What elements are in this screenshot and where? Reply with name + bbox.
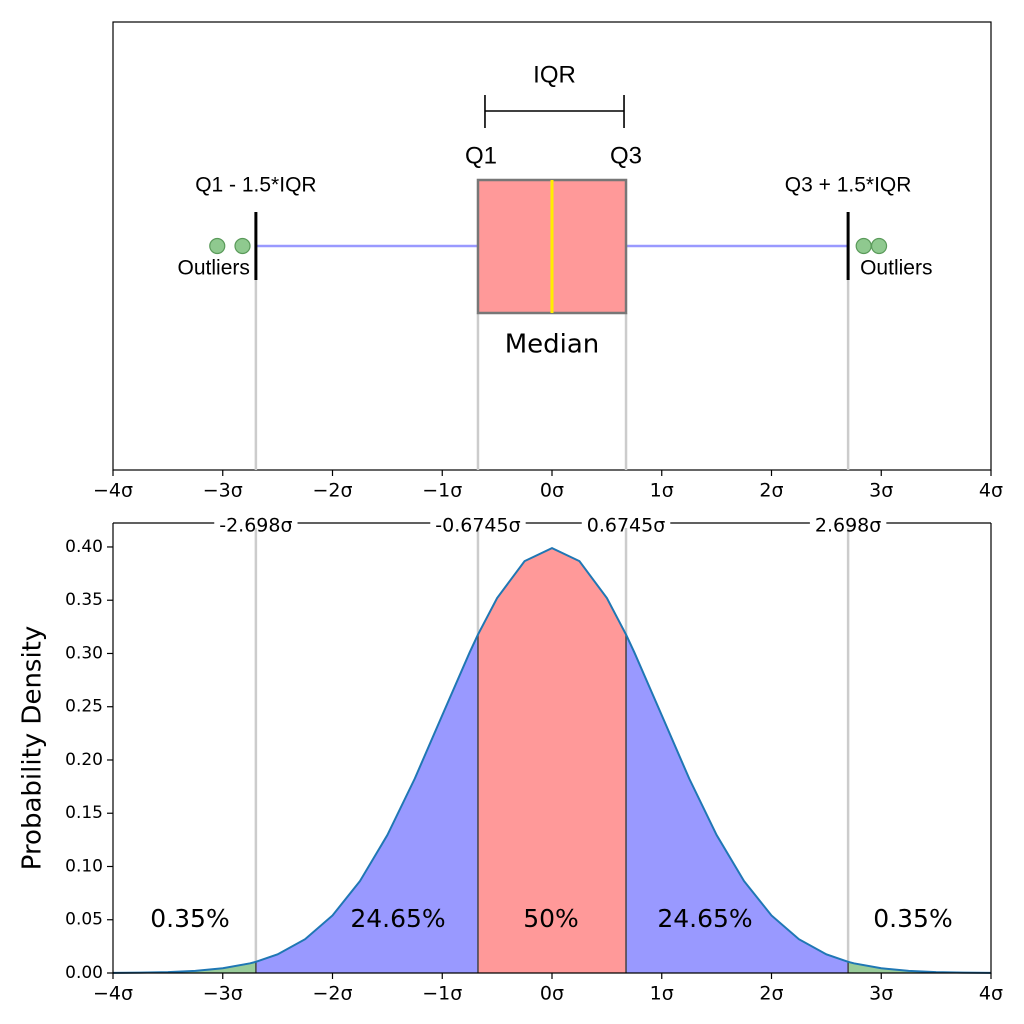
region [626, 634, 849, 973]
y-tick-label: 0.25 [65, 697, 103, 717]
label-background [430, 520, 526, 528]
x-tick-label: 4σ [979, 983, 1003, 1005]
region [255, 634, 478, 973]
region [113, 961, 256, 973]
x-tick-label: 0σ [540, 983, 564, 1005]
y-tick-label: 0.15 [65, 803, 103, 823]
y-axis-label: Probability Density [18, 626, 48, 871]
region-label: 24.65% [657, 904, 752, 933]
upper-fence-label: Q3 + 1.5*IQR [785, 174, 912, 197]
x-tick-label: 0σ [540, 480, 564, 502]
label-background [809, 520, 887, 528]
x-tick-label: 1σ [650, 983, 674, 1005]
x-tick-label: 2σ [759, 983, 783, 1005]
outlier [870, 237, 888, 255]
lower-fence-label: Q1 - 1.5*IQR [195, 174, 316, 197]
region-label: 24.65% [350, 904, 445, 933]
x-tick-label: −2σ [312, 983, 352, 1005]
outlier [209, 237, 226, 255]
x-tick-label: −2σ [312, 480, 352, 502]
x-tick-label: 4σ [979, 480, 1003, 502]
region-label: 0.35% [150, 904, 229, 933]
q1-label: Q1 [465, 142, 497, 169]
region [477, 548, 627, 973]
boundary-label: -0.6745σ [435, 515, 520, 537]
x-tick-label: 2σ [759, 480, 783, 502]
iqr-label: IQR [533, 61, 576, 88]
boundary-label: -2.698σ [219, 515, 292, 537]
y-tick-label: 0.30 [65, 643, 103, 663]
label-background [581, 520, 671, 528]
region [848, 961, 991, 973]
x-tick-label: −1σ [422, 983, 462, 1005]
y-tick-label: 0.40 [65, 537, 103, 557]
x-tick-label: 3σ [869, 983, 893, 1005]
outlier [855, 237, 872, 255]
outliers-label: Outliers [178, 257, 250, 280]
y-tick-label: 0.00 [65, 963, 103, 983]
outlier [234, 237, 251, 255]
q3-label: Q3 [610, 142, 642, 169]
x-tick-label: −3σ [203, 983, 243, 1005]
outliers-label: Outliers [860, 257, 932, 280]
y-tick-label: 0.20 [65, 750, 103, 770]
iqr-bracket [484, 95, 625, 128]
x-tick-label: −4σ [93, 480, 133, 502]
boundary-label: 2.698σ [815, 515, 881, 537]
x-tick-label: 1σ [650, 480, 674, 502]
x-tick-label: −3σ [203, 480, 243, 502]
boundary-label: 0.6745σ [587, 515, 666, 537]
label-background [214, 520, 298, 528]
y-tick-label: 0.35 [65, 590, 103, 610]
y-tick-label: 0.10 [65, 856, 103, 876]
region-label: 0.35% [873, 904, 952, 933]
y-tick-label: 0.05 [65, 910, 103, 930]
region-label: 50% [523, 904, 579, 933]
x-tick-label: −4σ [93, 983, 133, 1005]
median-label: Median [505, 330, 600, 360]
x-tick-label: −1σ [422, 480, 462, 502]
density-curve [112, 547, 992, 974]
x-tick-label: 3σ [869, 480, 893, 502]
